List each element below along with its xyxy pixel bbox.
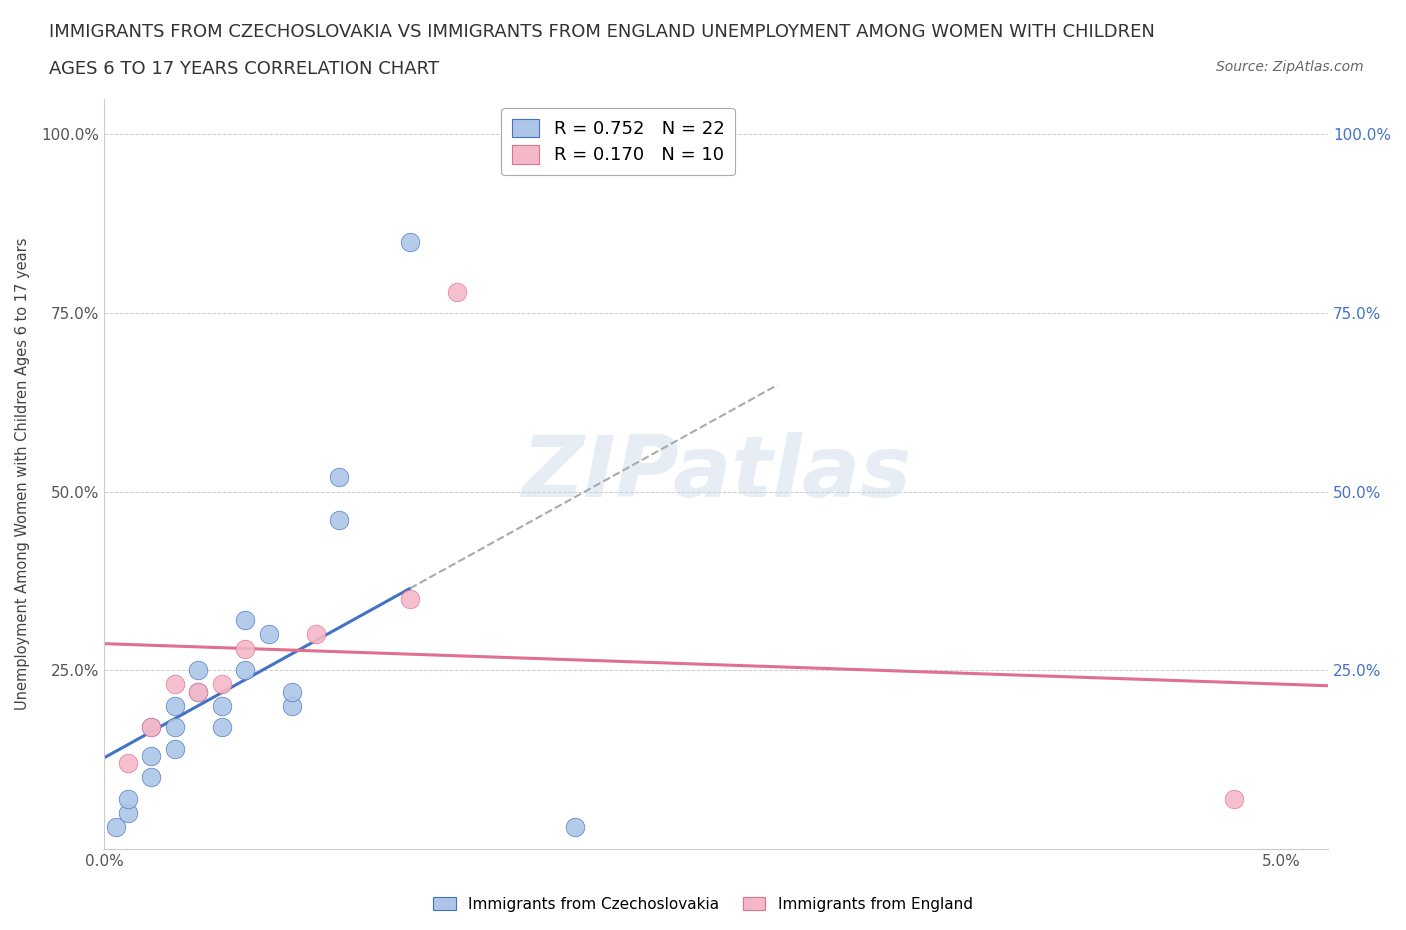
Legend: R = 0.752   N = 22, R = 0.170   N = 10: R = 0.752 N = 22, R = 0.170 N = 10: [501, 108, 735, 176]
Point: [139, 720, 162, 735]
Text: AGES 6 TO 17 YEARS CORRELATION CHART: AGES 6 TO 17 YEARS CORRELATION CHART: [49, 60, 439, 78]
Point: [187, 663, 209, 678]
Point: [211, 720, 233, 735]
Text: ZIPatlas: ZIPatlas: [522, 432, 911, 515]
Point: [233, 663, 256, 678]
Point: [139, 720, 162, 735]
Point: [139, 749, 162, 764]
Point: [163, 698, 186, 713]
Point: [211, 677, 233, 692]
Point: [117, 755, 139, 770]
Point: [163, 677, 186, 692]
Point: [211, 698, 233, 713]
Point: [399, 591, 422, 606]
Point: [305, 627, 328, 642]
Text: Source: ZipAtlas.com: Source: ZipAtlas.com: [1216, 60, 1364, 74]
Text: IMMIGRANTS FROM CZECHOSLOVAKIA VS IMMIGRANTS FROM ENGLAND UNEMPLOYMENT AMONG WOM: IMMIGRANTS FROM CZECHOSLOVAKIA VS IMMIGR…: [49, 23, 1156, 41]
Point: [117, 805, 139, 820]
Point: [163, 741, 186, 756]
Point: [187, 684, 209, 699]
Point: [104, 819, 127, 834]
Point: [328, 470, 350, 485]
Point: [564, 819, 586, 834]
Y-axis label: Unemployment Among Women with Children Ages 6 to 17 years: Unemployment Among Women with Children A…: [15, 237, 30, 710]
Point: [117, 791, 139, 806]
Legend: Immigrants from Czechoslovakia, Immigrants from England: Immigrants from Czechoslovakia, Immigran…: [427, 890, 979, 918]
Point: [233, 613, 256, 628]
Point: [1223, 791, 1246, 806]
Point: [139, 770, 162, 785]
Point: [281, 684, 304, 699]
Point: [233, 641, 256, 656]
Point: [399, 234, 422, 249]
Point: [281, 698, 304, 713]
Point: [328, 512, 350, 527]
Point: [446, 284, 468, 299]
Point: [163, 720, 186, 735]
Point: [187, 684, 209, 699]
Point: [257, 627, 280, 642]
